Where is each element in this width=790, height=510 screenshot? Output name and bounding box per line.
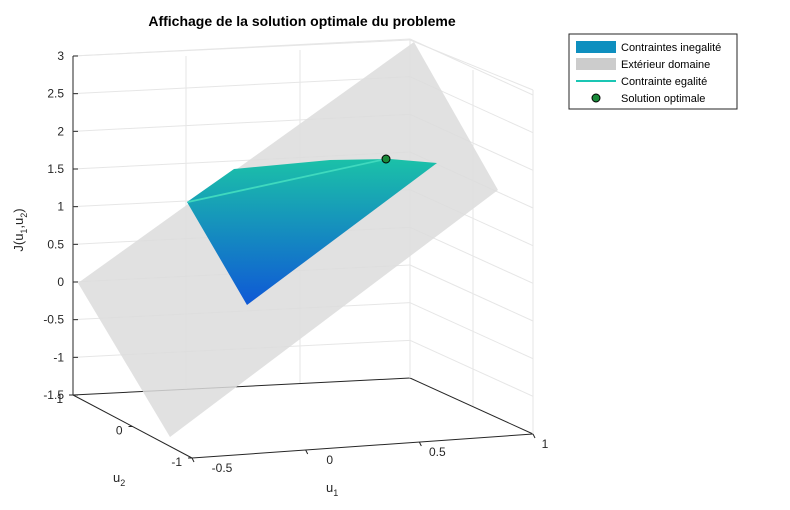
chart-title: Affichage de la solution optimale du pro…: [148, 13, 455, 29]
y-tick-labels: -1 0 1: [56, 392, 192, 469]
back-right-edge: [409, 377, 534, 435]
optimal-solution-marker: [381, 154, 391, 164]
x-tick-label: 0.5: [429, 445, 446, 459]
legend-swatch: [591, 93, 601, 103]
axes-box: [72, 56, 534, 459]
y-tick-label: -1: [171, 455, 182, 469]
y-tick-label: 0: [116, 424, 123, 438]
legend-swatch: [576, 58, 616, 70]
back-left-edge: [72, 377, 411, 396]
inequality-constraints-surface: [187, 159, 437, 305]
z-tick-label: 3: [57, 49, 64, 63]
equality-constraint-line: [187, 158, 387, 203]
x-tick-label: -0.5: [212, 461, 233, 475]
z-tick-label: 1: [57, 200, 64, 214]
front-floor-edge-x: [191, 433, 534, 459]
x-tick-labels: -0.5 0 0.5 1: [191, 433, 549, 475]
legend-swatch: [576, 41, 616, 53]
x-tick-mark: [418, 441, 422, 447]
x-tick-mark: [532, 433, 536, 439]
z-tick-label: -1.5: [43, 388, 64, 402]
x-tick-mark: [305, 449, 309, 455]
z-tick-labels: -1.5 -1 -0.5 0 0.5 1 1.5 2 2.5 3: [43, 49, 78, 402]
x-tick-mark: [191, 457, 195, 463]
x-tick-label: 0: [326, 453, 333, 467]
z-tick-label: -1: [53, 350, 64, 364]
y-tick-label: 1: [56, 392, 63, 406]
legend-label: Solution optimale: [621, 93, 705, 105]
legend: Contraintes inegalité Extérieur domaine Co…: [568, 33, 738, 110]
z-grid-line: [409, 339, 534, 397]
z-tick-label: -0.5: [43, 313, 64, 327]
z-tick-label: 2: [57, 124, 64, 138]
z-tick-label: 0: [57, 275, 64, 289]
x-tick-label: 1: [542, 437, 549, 451]
z-grid-line: [72, 76, 411, 95]
z-axis-label: J(u1,u2): [11, 208, 29, 251]
x-axis-label: u1: [326, 480, 338, 498]
legend-label: Contraintes inegalité: [621, 42, 721, 54]
z-grid-line: [409, 264, 534, 322]
legend-label: Contrainte egalité: [621, 76, 707, 88]
z-tick-label: 0.5: [47, 237, 64, 251]
z-tick-label: 2.5: [47, 87, 64, 101]
legend-label: Extérieur domaine: [621, 59, 710, 71]
y-axis-label: u2: [113, 470, 125, 488]
top-grid-line: [409, 39, 534, 91]
z-grid-line: [409, 302, 534, 360]
z-tick-label: 1.5: [47, 162, 64, 176]
top-grid-line: [72, 39, 411, 57]
